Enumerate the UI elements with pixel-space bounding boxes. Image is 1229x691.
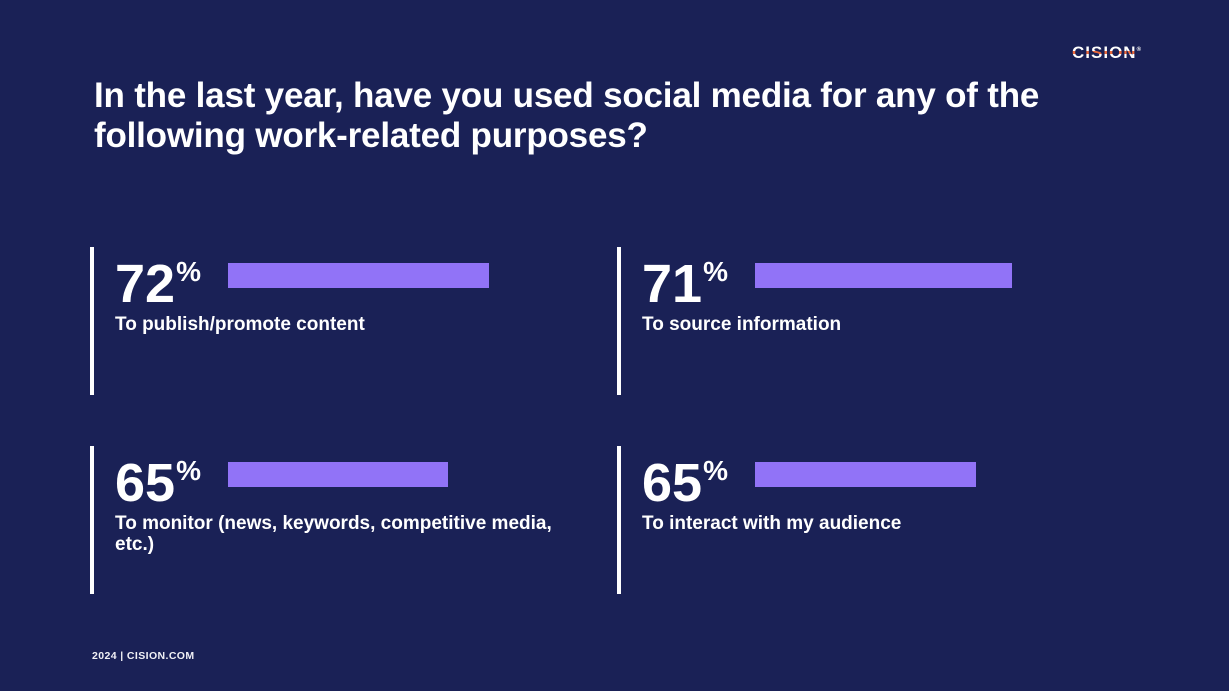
stat-value-number: 65 [115, 453, 176, 513]
stats-grid: 72% To publish/promote content 71% To so… [90, 247, 1144, 594]
logo-trademark-icon: ® [1136, 47, 1141, 53]
stat-card-monitor: 65% To monitor (news, keywords, competit… [90, 446, 617, 594]
stat-card-interact-audience: 65% To interact with my audience [617, 446, 1144, 594]
stat-value-number: 65 [642, 453, 703, 513]
stat-bar [755, 263, 1012, 288]
stat-bar [228, 263, 489, 288]
percent-sign: % [176, 256, 201, 287]
stat-bar [228, 462, 448, 487]
stat-value-row: 65% [115, 456, 617, 510]
cision-logo: CISION® [1072, 44, 1141, 61]
stat-value-row: 72% [115, 257, 617, 311]
stat-value-row: 65% [642, 456, 1144, 510]
percent-sign: % [176, 455, 201, 486]
stat-value-number: 72 [115, 254, 176, 314]
percent-sign: % [703, 455, 728, 486]
stat-bar [755, 462, 976, 487]
stat-value: 71% [642, 257, 755, 311]
stat-label: To monitor (news, keywords, competitive … [115, 513, 552, 555]
stat-label: To interact with my audience [642, 513, 902, 534]
footer-credit: 2024 | CISION.COM [92, 650, 195, 662]
stat-value: 72% [115, 257, 228, 311]
stat-card-publish-promote-content: 72% To publish/promote content [90, 247, 617, 395]
cision-logo-text: CISION [1072, 43, 1137, 62]
stat-label: To publish/promote content [115, 314, 365, 335]
stat-card-source-information: 71% To source information [617, 247, 1144, 395]
percent-sign: % [703, 256, 728, 287]
stat-value: 65% [115, 456, 228, 510]
slide-title: In the last year, have you used social m… [94, 76, 1040, 155]
stat-label: To source information [642, 314, 842, 335]
stat-value: 65% [642, 456, 755, 510]
stat-value-number: 71 [642, 254, 703, 314]
stat-value-row: 71% [642, 257, 1144, 311]
